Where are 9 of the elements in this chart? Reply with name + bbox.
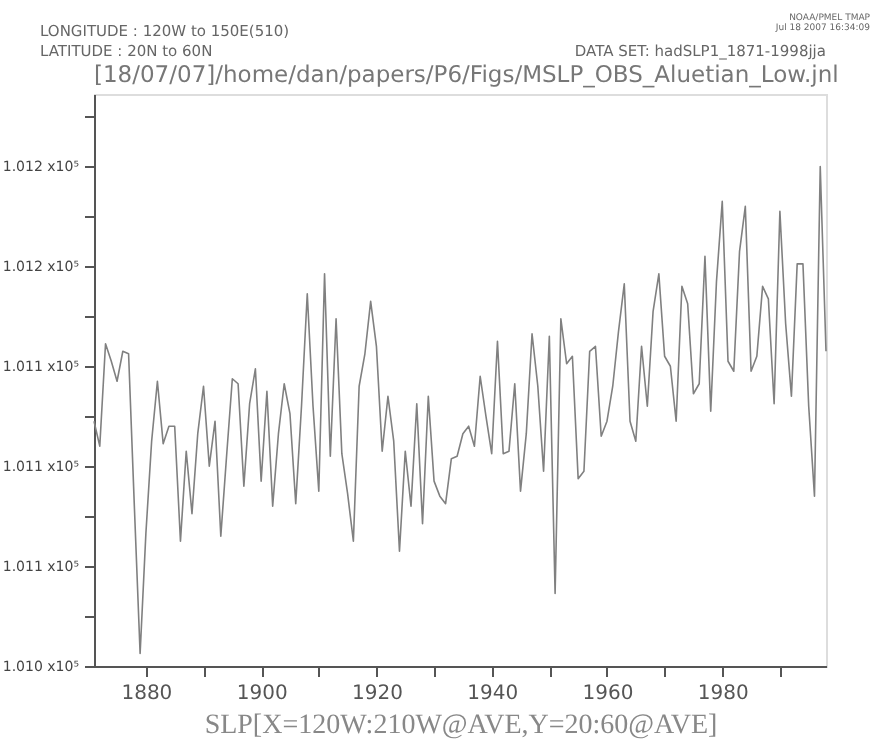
line-series	[93, 165, 827, 655]
chart-title: [18/07/07]/home/dan/papers/P6/Figs/MSLP_OBS_Aluetian_Low.jnl	[94, 60, 839, 88]
x-axis-title: SLP[X=120W:210W@AVE,Y=20:60@AVE]	[204, 711, 718, 741]
x-tick-label: 1920	[351, 683, 403, 705]
x-tick-label: 1940	[467, 683, 519, 705]
x-tick-label: 1880	[121, 683, 173, 705]
x-tick-label: 1900	[236, 683, 288, 705]
x-tick-label: 1980	[697, 683, 749, 705]
x-tick-label: 1960	[582, 683, 634, 705]
